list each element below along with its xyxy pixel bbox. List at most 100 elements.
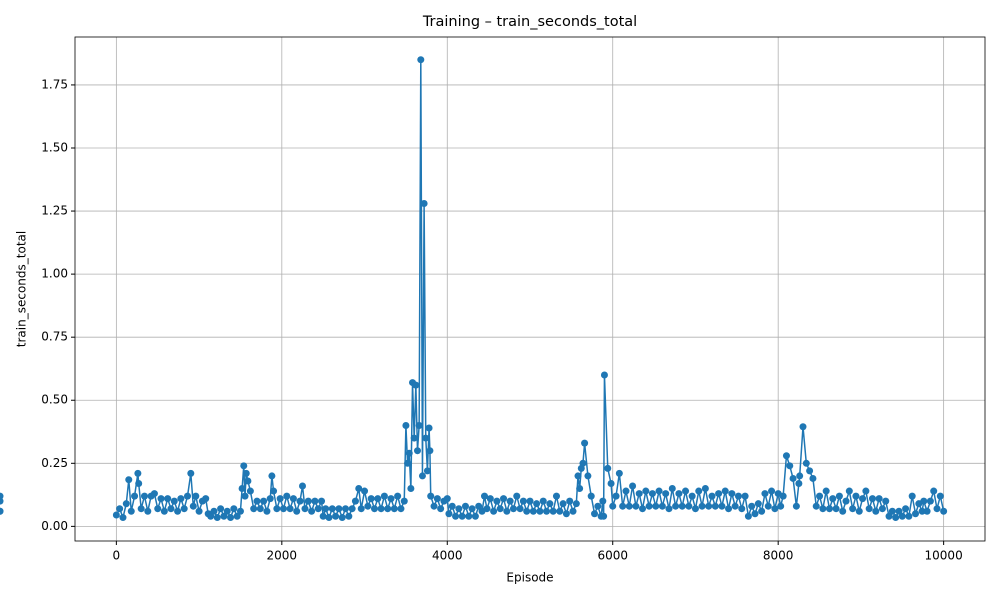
point [404, 459, 412, 467]
point [413, 447, 421, 455]
point [622, 487, 630, 495]
x-axis-label: Episode [506, 571, 553, 585]
point [448, 502, 456, 510]
point [569, 507, 577, 515]
point [695, 487, 703, 495]
point [112, 511, 120, 519]
point [244, 477, 252, 485]
point [422, 434, 430, 442]
point [768, 487, 776, 495]
x-tick-label: 6000 [597, 549, 628, 563]
point [380, 492, 388, 500]
point [734, 492, 742, 500]
point [731, 502, 739, 510]
x-tick-label: 4000 [432, 549, 463, 563]
point [238, 485, 246, 493]
point [425, 424, 433, 432]
point [895, 507, 903, 515]
point [908, 492, 916, 500]
point [898, 512, 906, 520]
point [526, 497, 534, 505]
point [266, 495, 274, 503]
point [308, 507, 316, 515]
point [319, 512, 327, 520]
point [918, 507, 926, 515]
point [220, 512, 228, 520]
point [207, 512, 215, 520]
point [367, 495, 375, 503]
point [802, 459, 810, 467]
point [423, 467, 431, 475]
point [832, 505, 840, 513]
point [718, 502, 726, 510]
point [116, 505, 124, 513]
point [668, 485, 676, 493]
point [230, 505, 238, 513]
point [443, 495, 451, 503]
point [892, 514, 900, 522]
point [639, 505, 647, 513]
point [905, 512, 913, 520]
point [741, 492, 749, 500]
point [698, 502, 706, 510]
point [137, 505, 145, 513]
point [437, 505, 445, 513]
point [377, 505, 385, 513]
point [273, 505, 281, 513]
point [711, 502, 719, 510]
point [355, 485, 363, 493]
y-axis-label: train_seconds_total [15, 231, 29, 347]
point [599, 497, 607, 505]
point [675, 490, 683, 498]
point [490, 507, 498, 515]
point [748, 502, 756, 510]
point [250, 505, 258, 513]
point [878, 505, 886, 513]
point [417, 56, 425, 64]
point [119, 514, 127, 522]
point [213, 514, 221, 522]
point [332, 512, 340, 520]
point [0, 492, 4, 500]
point [390, 505, 398, 513]
point [351, 497, 359, 505]
point [260, 497, 268, 505]
point [678, 502, 686, 510]
point [433, 495, 441, 503]
y-tick-label: 0.00 [41, 519, 68, 533]
point [318, 497, 326, 505]
point [227, 514, 235, 522]
point [189, 502, 197, 510]
point [933, 505, 941, 513]
point [296, 497, 304, 505]
point [930, 487, 938, 495]
point [612, 492, 620, 500]
point [940, 507, 948, 515]
point [289, 495, 297, 503]
point [549, 507, 557, 515]
point [325, 514, 333, 522]
point [936, 492, 944, 500]
point [600, 371, 608, 379]
x-tick-label: 10000 [925, 549, 963, 563]
point [562, 510, 570, 518]
point [579, 459, 587, 467]
point [688, 492, 696, 500]
point [276, 495, 284, 503]
point [926, 497, 934, 505]
point [845, 487, 853, 495]
point [167, 505, 175, 513]
point [402, 421, 410, 429]
point [546, 500, 554, 508]
point [619, 502, 627, 510]
point [184, 492, 192, 500]
point [875, 495, 883, 503]
point [839, 507, 847, 515]
point [506, 497, 514, 505]
point [604, 464, 612, 472]
point [533, 500, 541, 508]
point [591, 510, 599, 518]
point [256, 505, 264, 513]
